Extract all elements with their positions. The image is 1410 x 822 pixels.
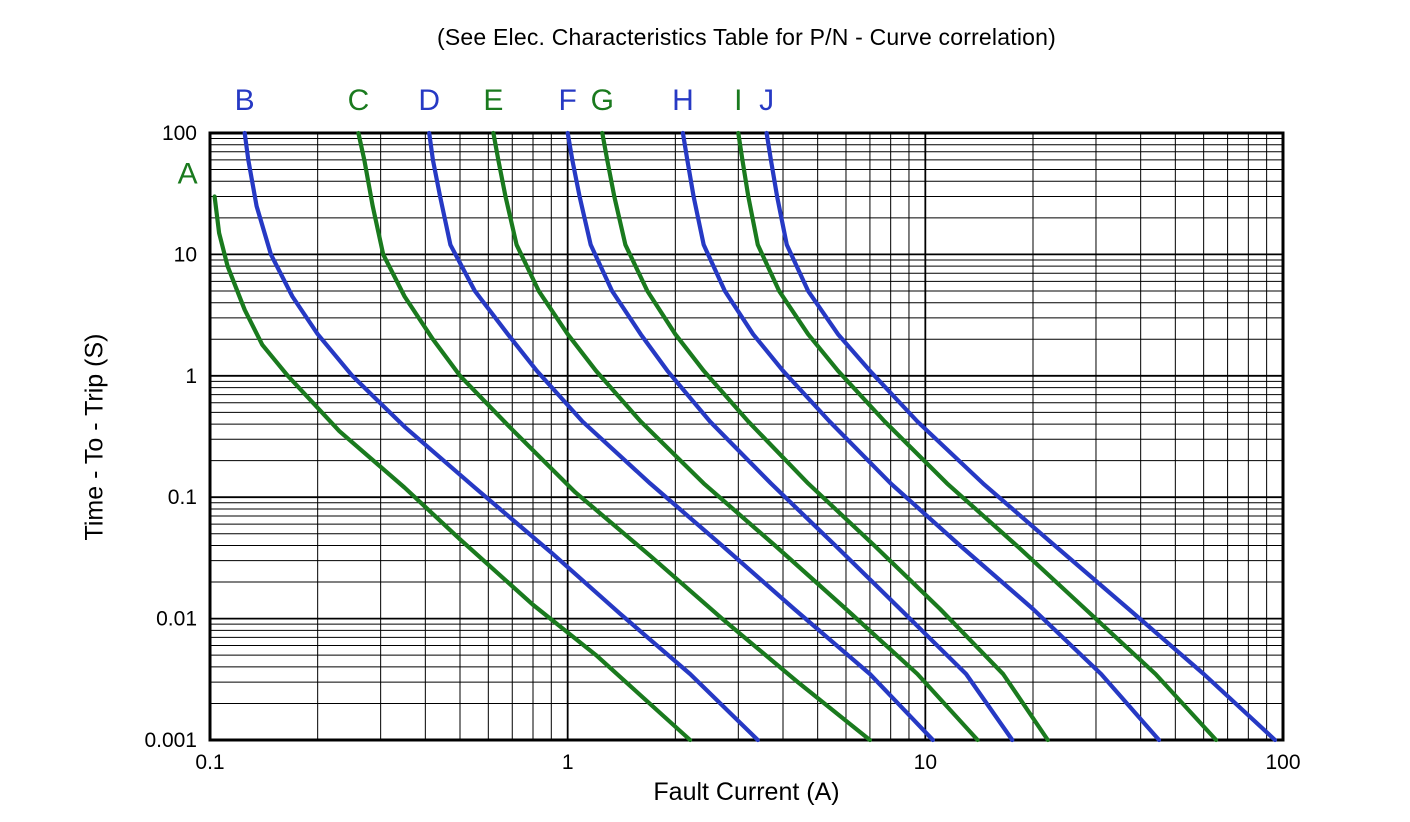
y-tick-label: 100 (162, 122, 197, 145)
x-tick-label: 100 (1265, 751, 1300, 774)
y-tick-label: 0.001 (144, 729, 197, 752)
x-axis-title: Fault Current (A) (653, 778, 840, 806)
curve-C (356, 130, 872, 743)
curve-label-H: H (672, 84, 694, 117)
curve-label-C: C (348, 84, 370, 117)
y-tick-label: 0.1 (168, 486, 197, 509)
curve-H (680, 130, 1162, 743)
curve-F (565, 130, 1015, 743)
y-axis-title: Time - To - Trip (S) (80, 333, 109, 541)
curve-label-D: D (418, 84, 440, 117)
plot-border (208, 131, 1285, 742)
curve-G (600, 130, 1050, 743)
x-tick-label: 10 (914, 751, 937, 774)
curve-label-A: A (178, 157, 198, 190)
curve-E (491, 130, 980, 743)
y-tick-label: 10 (174, 243, 197, 266)
curve-label-G: G (591, 84, 614, 117)
curve-A (212, 194, 693, 743)
curve-B (242, 130, 760, 743)
curve-label-E: E (483, 84, 503, 117)
chart-title: (See Elec. Characteristics Table for P/N… (437, 24, 1056, 50)
y-tick-label: 0.01 (156, 608, 197, 631)
curve-labels: A B C D E F G H I J (178, 84, 775, 190)
grid-major (209, 132, 1284, 741)
curve-I (736, 130, 1219, 743)
curve-J (764, 130, 1278, 743)
curve-D (427, 130, 935, 743)
curve-label-F: F (559, 84, 577, 117)
x-tick-label: 1 (562, 751, 574, 774)
grid-minor (210, 133, 1283, 740)
y-tick-label: 1 (185, 365, 197, 388)
curves (212, 130, 1278, 743)
curve-label-B: B (235, 84, 255, 117)
curve-label-J: J (759, 84, 774, 117)
x-tick-label: 0.1 (195, 751, 224, 774)
curve-label-I: I (734, 84, 742, 117)
